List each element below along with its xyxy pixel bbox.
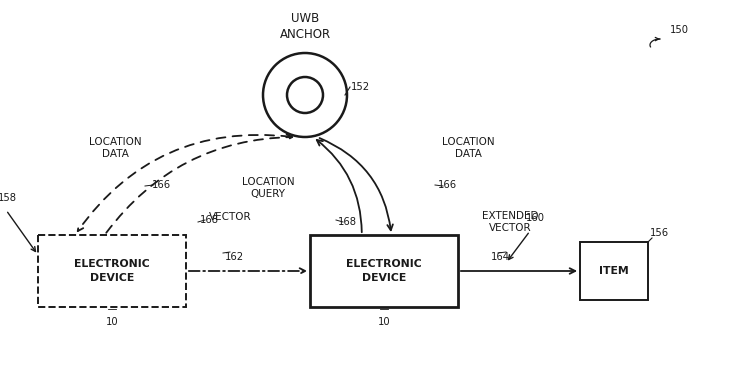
Text: 164: 164 <box>491 252 510 262</box>
Text: ELECTRONIC
DEVICE: ELECTRONIC DEVICE <box>346 259 422 283</box>
Text: 166: 166 <box>152 180 171 190</box>
Text: ITEM: ITEM <box>599 266 629 276</box>
Text: 158: 158 <box>0 193 17 203</box>
Text: LOCATION
QUERY: LOCATION QUERY <box>242 177 295 199</box>
Text: EXTENDED
VECTOR: EXTENDED VECTOR <box>482 211 538 233</box>
Text: ELECTRONIC
DEVICE: ELECTRONIC DEVICE <box>74 259 150 283</box>
Text: 160: 160 <box>526 213 545 223</box>
Text: 156: 156 <box>650 228 669 238</box>
Bar <box>310 235 458 307</box>
Text: 168: 168 <box>338 217 357 227</box>
Text: 162: 162 <box>225 252 244 262</box>
Text: 10: 10 <box>106 317 118 327</box>
Text: 152: 152 <box>351 82 370 92</box>
Text: VECTOR: VECTOR <box>208 212 251 222</box>
Text: LOCATION
DATA: LOCATION DATA <box>442 137 494 159</box>
Text: 150: 150 <box>670 25 689 35</box>
Bar <box>38 235 186 307</box>
Text: UWB
ANCHOR: UWB ANCHOR <box>279 12 330 41</box>
Text: 166: 166 <box>438 180 457 190</box>
Text: 168: 168 <box>200 215 219 225</box>
Text: LOCATION
DATA: LOCATION DATA <box>88 137 141 159</box>
Bar <box>580 242 648 300</box>
Text: 10: 10 <box>378 317 390 327</box>
